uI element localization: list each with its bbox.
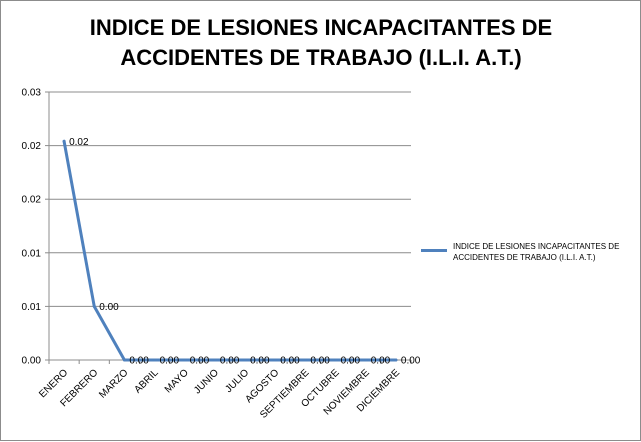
data-label: 0.00 [160,356,180,367]
gridlines [49,91,411,307]
data-label: 0.00 [341,356,361,367]
data-point [122,358,126,362]
legend-entry-label: INDICE DE LESIONES INCAPACITANTES DE ACC… [453,242,620,262]
data-labels: 0.02 0.00 0.00 0.00 0.00 0.00 0.00 0.00 0.00 0.00… [69,137,421,367]
series-line [62,139,398,362]
y-axis-ticks: 0.00 0.01 0.01 0.02 0.02 0.03 [22,88,42,367]
y-tick-label: 0.00 [22,356,42,367]
data-point [213,358,217,362]
series-lines [62,139,398,362]
legend-swatch [421,249,447,252]
data-point [334,358,338,362]
data-label: 0.00 [129,356,149,367]
y-tick-label: 0.01 [22,248,42,259]
data-point [92,304,96,308]
data-label: 0.00 [401,356,421,367]
y-tick-label: 0.01 [22,302,42,313]
chart-title: INDICE DE LESIONES INCAPACITANTES DE ACC… [89,15,553,70]
x-tick-label: MAYO [163,367,191,395]
data-label: 0.00 [280,356,300,367]
legend: INDICE DE LESIONES INCAPACITANTES DE ACC… [421,241,631,263]
data-point [364,358,368,362]
data-point [153,358,157,362]
data-label: 0.00 [99,302,119,313]
data-point [394,358,398,362]
x-tick-label: MARZO [97,367,130,400]
data-label: 0.00 [310,356,330,367]
data-point [243,358,247,362]
x-tick-label: JUNIO [192,367,221,396]
data-label: 0.02 [69,137,89,148]
data-label: 0.00 [220,356,240,367]
y-tick-label: 0.02 [22,141,42,152]
data-label: 0.00 [250,356,270,367]
data-point [62,139,66,143]
data-point [183,358,187,362]
y-tick-label: 0.03 [22,88,42,99]
x-tick-label: JULIO [223,367,251,395]
data-label: 0.00 [190,356,210,367]
data-point [303,358,307,362]
x-tick-label: ABRIL [132,367,161,396]
y-tick-label: 0.02 [22,195,42,206]
axes [45,91,412,364]
data-label: 0.00 [371,356,391,367]
data-point [273,358,277,362]
